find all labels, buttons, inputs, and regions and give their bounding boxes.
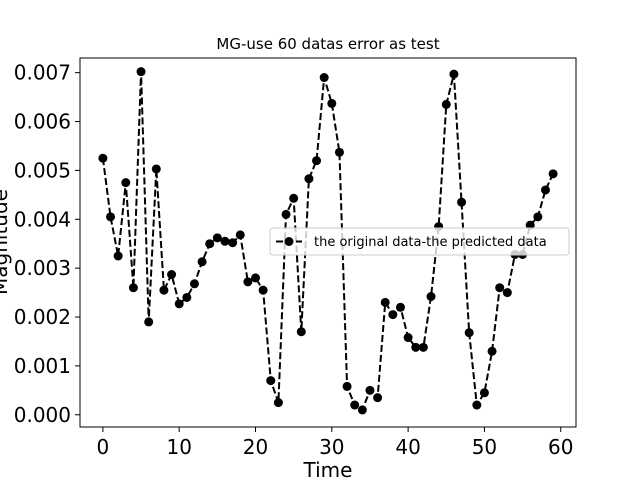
data-point xyxy=(357,405,367,415)
data-point xyxy=(457,197,467,207)
data-point xyxy=(540,185,550,195)
data-point xyxy=(289,193,299,203)
x-axis-label: Time xyxy=(303,458,353,480)
y-axis: 0.000 0.001 0.002 0.003 0.004 0.005 0.006 0.007 xyxy=(14,61,80,427)
data-point xyxy=(243,277,253,287)
y-tick-label: 0.002 xyxy=(14,305,71,329)
data-point xyxy=(487,346,497,356)
data-point xyxy=(121,178,131,188)
data-point xyxy=(220,236,230,246)
data-point xyxy=(403,333,413,343)
data-point xyxy=(258,285,268,295)
chart-title: MG-use 60 datas error as test xyxy=(216,35,439,53)
data-point xyxy=(281,209,291,219)
data-point xyxy=(495,283,505,293)
data-point xyxy=(502,288,512,298)
x-axis: 0 10 20 30 40 50 60 xyxy=(97,427,573,459)
data-point xyxy=(212,233,222,243)
data-point xyxy=(533,212,543,222)
x-tick-label: 0 xyxy=(97,435,110,459)
data-point xyxy=(373,393,383,403)
x-tick-label: 10 xyxy=(166,435,191,459)
data-point xyxy=(98,153,108,163)
x-tick-label: 40 xyxy=(395,435,420,459)
data-point xyxy=(128,283,138,293)
series-layer xyxy=(98,67,558,415)
data-point xyxy=(472,400,482,410)
data-point xyxy=(151,164,161,174)
data-point xyxy=(113,251,123,261)
data-point xyxy=(426,292,436,302)
data-point xyxy=(159,285,169,295)
data-point xyxy=(342,381,352,391)
y-tick-label: 0.005 xyxy=(14,158,71,182)
y-tick-label: 0.003 xyxy=(14,256,71,280)
data-point xyxy=(296,327,306,337)
x-tick-label: 30 xyxy=(319,435,344,459)
data-point xyxy=(235,230,245,240)
data-point xyxy=(228,238,238,248)
data-point xyxy=(273,398,283,408)
data-point xyxy=(266,376,276,386)
x-tick-label: 20 xyxy=(243,435,268,459)
data-point xyxy=(388,310,398,320)
data-point xyxy=(418,342,428,352)
data-point xyxy=(174,299,184,309)
data-point xyxy=(319,73,329,83)
y-tick-label: 0.000 xyxy=(14,403,71,427)
y-tick-label: 0.006 xyxy=(14,110,71,134)
data-point xyxy=(479,388,489,398)
data-point xyxy=(548,169,558,179)
legend-marker xyxy=(284,237,294,246)
legend-box xyxy=(269,227,570,256)
data-point xyxy=(327,98,337,108)
data-point xyxy=(106,212,116,222)
data-point xyxy=(205,239,215,249)
data-point xyxy=(304,174,314,184)
data-point xyxy=(411,342,421,352)
data-point xyxy=(449,69,459,79)
data-point xyxy=(144,317,154,327)
y-tick-label: 0.007 xyxy=(14,61,71,85)
data-point xyxy=(464,328,474,338)
data-point xyxy=(182,292,192,302)
x-tick-label: 60 xyxy=(548,435,573,459)
data-point xyxy=(167,270,177,280)
data-point xyxy=(441,99,451,109)
legend-entry-label: the original data-the predicted data xyxy=(314,235,547,250)
y-tick-label: 0.001 xyxy=(14,354,71,378)
data-point xyxy=(334,147,344,157)
data-point xyxy=(525,220,535,230)
data-point xyxy=(395,302,405,312)
data-point xyxy=(350,400,360,410)
data-point xyxy=(136,67,146,77)
data-point xyxy=(251,273,261,283)
data-point xyxy=(365,385,375,395)
y-tick-label: 0.004 xyxy=(14,207,71,231)
data-point xyxy=(380,297,390,307)
legend: the original data-the predicted data xyxy=(269,227,570,256)
data-point xyxy=(197,257,207,267)
x-tick-label: 50 xyxy=(472,435,497,459)
y-axis-label: Magnitude xyxy=(0,189,12,295)
data-point xyxy=(189,279,199,289)
data-point xyxy=(312,156,322,166)
